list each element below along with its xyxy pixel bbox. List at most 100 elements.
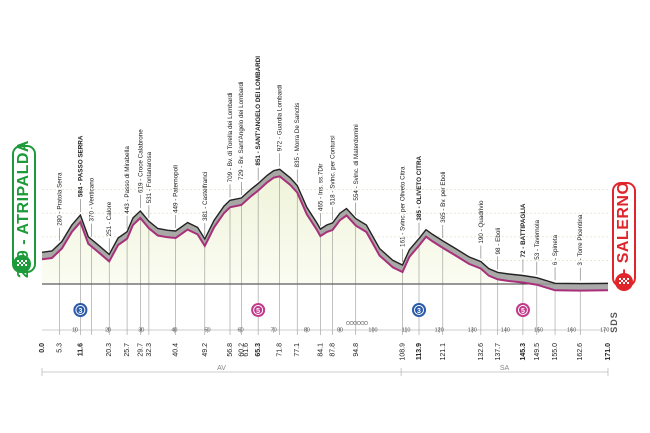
sprint-marker-ring [414, 305, 425, 315]
km-axis-tick-label: 30 [138, 328, 144, 334]
place-label: 619 - Croce Calabrone [137, 129, 144, 193]
crossing-icon [349, 321, 354, 325]
distance-label: 162.6 [577, 343, 584, 361]
km-axis-tick-label: 90 [337, 328, 343, 334]
distance-label: 87.8 [330, 343, 337, 357]
km-axis-tick-label: 70 [271, 328, 277, 334]
distance-label: 108.9 [399, 343, 406, 361]
crossing-icon [353, 321, 358, 325]
place-label: 518 - Svinc. per Contursì [330, 135, 337, 205]
crossing-icon [360, 321, 365, 325]
crossing-icon [364, 321, 368, 325]
distance-label: 25.7 [124, 343, 131, 357]
distance-label: 61.6 [243, 343, 250, 357]
crossing-icon [346, 321, 350, 325]
profile-route-line [41, 175, 609, 292]
finish-name: SALERNO [615, 181, 632, 263]
km-axis-tick-label: 150 [534, 328, 543, 334]
province-label: AV [217, 365, 226, 372]
distance-label: 94.8 [353, 343, 360, 357]
distance-label: 121.1 [440, 343, 447, 361]
profile-top-line [41, 168, 609, 285]
place-label: 584 - PASSO SERRA [77, 135, 84, 197]
place-label: 365 - Bv. per Eboli [440, 172, 447, 223]
place-label: 531 - Fontanarosa [146, 151, 153, 203]
distance-label: 113.9 [416, 343, 423, 360]
distance-label: 145.3 [520, 343, 527, 361]
sprint-marker-ring [253, 305, 264, 315]
distance-label: 56.8 [227, 343, 234, 357]
place-label: 72 - BATTIPAGLIA [520, 203, 527, 257]
km-axis-tick-label: 40 [171, 328, 177, 334]
start-sign: 269 - ATRIPALDA [12, 140, 36, 278]
distance-label: 149.5 [534, 343, 541, 361]
place-label: 251 - Calore [106, 201, 113, 236]
sprint-marker-label: 5 [521, 308, 525, 315]
km-axis-tick-label: 80 [304, 328, 310, 334]
distance-labels: 0.0 5.3 11.6 20.3 25.7 29.7 32.3 40.4 49.2 56.8 60… [39, 343, 612, 361]
place-label: 465 - Ins. ss.7Dir [317, 164, 324, 212]
distance-label: 49.2 [202, 343, 209, 357]
place-label: 370 - Venticano [89, 177, 96, 221]
km-axis-tick-label: 120 [435, 328, 444, 334]
place-label: 972 - Guardia Lombardi [277, 85, 284, 152]
place-label: 6 - Spineta [552, 234, 559, 265]
distance-label: 11.6 [77, 343, 84, 356]
finish-flag-icon [615, 273, 633, 291]
distance-label: 155.0 [552, 343, 559, 361]
distance-label: 60.2 [238, 343, 245, 357]
distance-label: 84.1 [317, 343, 324, 357]
distance-label: 171.0 [605, 343, 612, 361]
km-axis-tick-label: 60 [238, 328, 244, 334]
sds-logo: SDS [607, 307, 621, 337]
distance-label: 20.3 [106, 343, 113, 357]
place-label: 851 - SANT'ANGELO DEI LOMBARDI [255, 56, 262, 166]
start-flag-icon [13, 255, 31, 273]
distance-label: 132.6 [478, 343, 485, 361]
sprint-marker-ring [517, 305, 528, 315]
km-axis-tick-label: 50 [204, 328, 210, 334]
place-label: 709 - Bv. di Torella dei Lombardi [227, 93, 234, 183]
km-axis-tick-label: 130 [468, 328, 477, 334]
place-label: 280 - Pratola Serra [57, 172, 64, 226]
distance-label: 71.8 [277, 343, 284, 357]
place-label: 381 - Castelfranci [202, 172, 209, 221]
distance-label: 29.7 [137, 343, 144, 357]
profile-line [41, 168, 609, 292]
profile-relief [42, 169, 608, 291]
place-label: 98 - Eboli [495, 228, 502, 255]
sprint-marker-ring [75, 305, 86, 315]
place-label: 53 - Tavernola [534, 219, 541, 259]
sprint-marker-label: 5 [256, 308, 260, 315]
km-axis-tick-label: 170 [600, 328, 609, 334]
km-axis-tick-label: 140 [501, 328, 510, 334]
place-labels: 280 - Pratola Serra 584 - PASSO SERRA 370 … [57, 56, 585, 266]
distance-label: 0.0 [39, 343, 46, 353]
place-label: 449 - Paternopoli [173, 165, 180, 213]
place-label: 835 - Morra De Sanctis [294, 103, 301, 168]
province-bar: AV SA [41, 365, 609, 376]
place-drop-lines [59, 153, 581, 335]
place-label: 385 - OLIVETO CITRA [416, 156, 423, 221]
distance-label: 65.3 [255, 343, 262, 357]
brand-text: SDS [609, 311, 619, 333]
distance-label: 137.7 [495, 343, 502, 361]
distance-label: 40.4 [173, 343, 180, 357]
profile-gray-band [42, 169, 608, 291]
km-axis-tick-label: 100 [368, 328, 377, 334]
place-label: 554 - Svinc. di Materdomini [353, 124, 360, 200]
distance-label: 77.1 [294, 343, 301, 357]
km-axis: 10 20 30 40 50 60 70 80 90 100 110 120 130 140 150 160 1… [42, 327, 609, 334]
km-axis-tick-label: 20 [105, 328, 111, 334]
start-name: ATRIPALDA [15, 140, 32, 235]
place-label: 443 - Passo di Mirabella [124, 146, 131, 214]
km-axis-tick-label: 10 [72, 328, 78, 334]
province-label: SA [500, 365, 510, 372]
place-label: 161 - Svinc. per Oliveto Citra [399, 166, 406, 247]
place-label: 3 - Torre Picentina [577, 214, 584, 265]
distance-label: 32.3 [146, 343, 153, 357]
km-axis-tick-label: 160 [567, 328, 576, 334]
sprint-marker-label: 3 [78, 308, 82, 315]
km-axis-tick-label: 110 [402, 328, 411, 334]
